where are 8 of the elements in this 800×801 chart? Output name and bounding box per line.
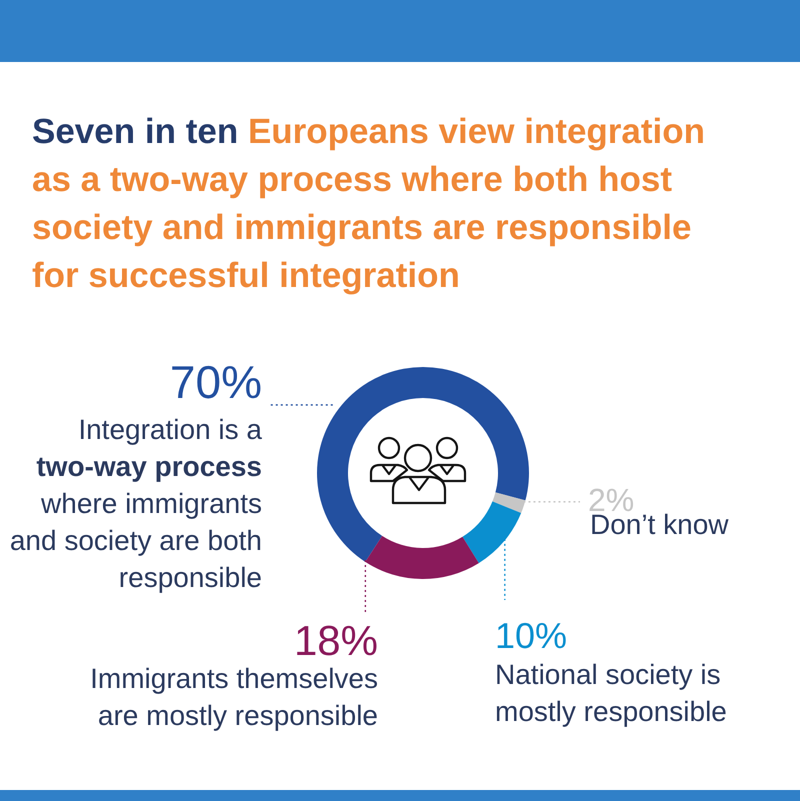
donut-slice (317, 367, 529, 562)
slice-label: National society is mostly responsible (495, 659, 727, 727)
slice-label: Integration is a two-way process where immigrants and society are both responsible (10, 414, 262, 593)
data-label: 70% (170, 356, 262, 408)
data-label: 10% (495, 615, 568, 656)
chart-title: Seven in ten Europeans view integration as a two-way process where both host society and immigrants are responsible for successful integration (32, 112, 706, 295)
data-label: 18% (294, 617, 378, 664)
slice-label: Immigrants themselves are mostly responsible (90, 663, 378, 731)
